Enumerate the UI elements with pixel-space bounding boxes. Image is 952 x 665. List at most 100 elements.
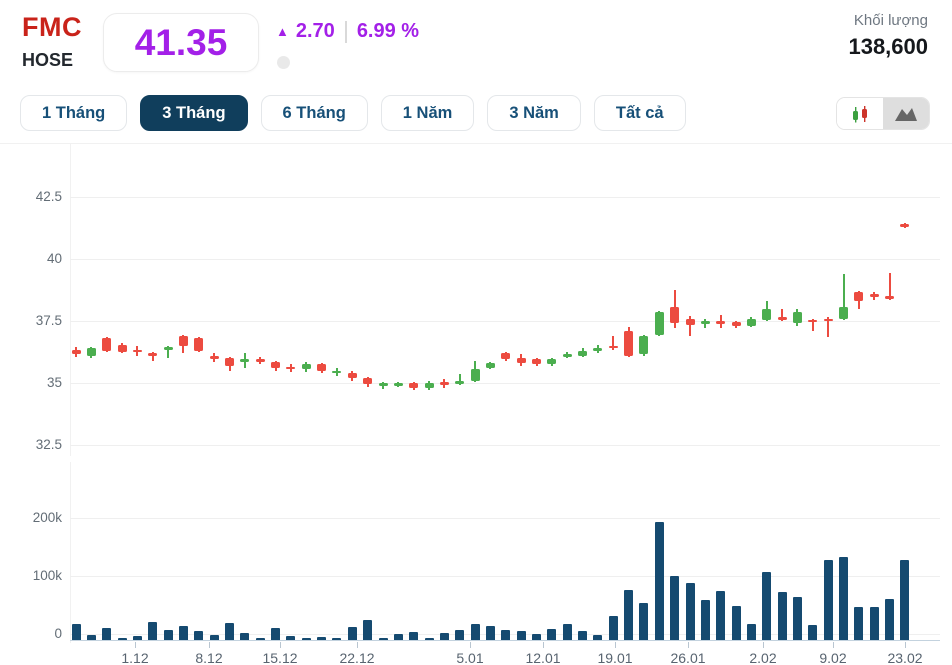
- volume-bar[interactable]: [470, 623, 480, 640]
- volume-bar[interactable]: [639, 602, 649, 640]
- volume-bar[interactable]: [378, 637, 388, 640]
- candle[interactable]: [670, 307, 680, 324]
- volume-bar[interactable]: [808, 625, 818, 640]
- volume-bar[interactable]: [409, 631, 419, 640]
- candle[interactable]: [808, 319, 818, 323]
- volume-bar[interactable]: [670, 575, 680, 640]
- volume-bar[interactable]: [102, 627, 112, 640]
- candle[interactable]: [178, 335, 188, 346]
- candle[interactable]: [286, 366, 296, 370]
- candle[interactable]: [578, 350, 588, 356]
- volume-bar[interactable]: [163, 630, 173, 640]
- volume-bar[interactable]: [317, 636, 327, 640]
- volume-bar[interactable]: [86, 635, 96, 640]
- candle[interactable]: [777, 317, 787, 320]
- candle[interactable]: [516, 358, 526, 364]
- volume-bar[interactable]: [547, 628, 557, 640]
- tab-period-1[interactable]: 3 Tháng: [140, 95, 248, 131]
- volume-bar[interactable]: [716, 590, 726, 640]
- candle[interactable]: [271, 361, 281, 369]
- candle[interactable]: [654, 312, 664, 335]
- candle[interactable]: [885, 296, 895, 299]
- volume-bar[interactable]: [132, 635, 142, 640]
- candle[interactable]: [624, 330, 634, 356]
- volume-bar[interactable]: [301, 637, 311, 640]
- candle[interactable]: [746, 318, 756, 326]
- volume-bar[interactable]: [654, 522, 664, 640]
- volume-bar[interactable]: [347, 627, 357, 640]
- candle[interactable]: [762, 308, 772, 320]
- candle[interactable]: [86, 348, 96, 356]
- tab-period-3[interactable]: 1 Năm: [380, 95, 475, 131]
- candle[interactable]: [900, 224, 910, 227]
- volume-bar[interactable]: [823, 559, 833, 640]
- candle[interactable]: [501, 353, 511, 360]
- candle[interactable]: [869, 293, 879, 298]
- tab-period-4[interactable]: 3 Năm: [487, 95, 581, 131]
- candle[interactable]: [194, 338, 204, 351]
- candle[interactable]: [639, 335, 649, 355]
- volume-bar[interactable]: [869, 607, 879, 640]
- volume-bar[interactable]: [501, 630, 511, 640]
- candle[interactable]: [225, 358, 234, 366]
- volume-bar[interactable]: [624, 589, 634, 640]
- volume-bar[interactable]: [532, 634, 541, 640]
- candle[interactable]: [700, 321, 710, 324]
- volume-bar[interactable]: [593, 634, 603, 640]
- candle[interactable]: [117, 344, 127, 352]
- volume-bar[interactable]: [516, 630, 526, 640]
- volume-bar[interactable]: [731, 605, 741, 640]
- volume-bar[interactable]: [485, 625, 495, 640]
- candle[interactable]: [255, 359, 265, 362]
- candle[interactable]: [317, 364, 327, 371]
- volume-bar[interactable]: [332, 637, 342, 640]
- candle[interactable]: [71, 349, 81, 355]
- candle[interactable]: [547, 359, 557, 365]
- area-chart-icon[interactable]: [883, 98, 929, 129]
- candle[interactable]: [132, 349, 142, 353]
- candle[interactable]: [332, 370, 342, 374]
- candle[interactable]: [485, 363, 495, 369]
- candle[interactable]: [240, 359, 250, 362]
- volume-bar[interactable]: [885, 599, 895, 640]
- candle[interactable]: [363, 378, 373, 385]
- volume-bar[interactable]: [424, 637, 434, 640]
- candle[interactable]: [593, 348, 603, 351]
- candle[interactable]: [608, 345, 618, 349]
- candle[interactable]: [532, 359, 541, 365]
- volume-bar[interactable]: [854, 607, 864, 640]
- volume-bar[interactable]: [900, 560, 910, 640]
- volume-bar[interactable]: [240, 633, 250, 640]
- volume-bar[interactable]: [271, 627, 281, 640]
- tab-period-0[interactable]: 1 Tháng: [20, 95, 128, 131]
- candle[interactable]: [102, 338, 112, 351]
- volume-bar[interactable]: [209, 634, 219, 640]
- tab-period-5[interactable]: Tất cả: [593, 95, 686, 131]
- volume-bar[interactable]: [178, 625, 188, 640]
- volume-bar[interactable]: [578, 631, 588, 640]
- candle[interactable]: [562, 354, 572, 357]
- volume-bar[interactable]: [762, 571, 772, 640]
- candle[interactable]: [424, 383, 434, 388]
- candle[interactable]: [378, 383, 388, 386]
- volume-bar[interactable]: [393, 634, 403, 640]
- volume-bar[interactable]: [685, 582, 695, 640]
- volume-bar[interactable]: [562, 623, 572, 640]
- volume-bar[interactable]: [746, 623, 756, 640]
- candle[interactable]: [792, 312, 802, 324]
- volume-bar[interactable]: [148, 621, 158, 640]
- candle[interactable]: [163, 347, 173, 350]
- candlestick-chart-icon[interactable]: [837, 98, 883, 129]
- volume-bar[interactable]: [700, 600, 710, 640]
- volume-bar[interactable]: [286, 635, 296, 640]
- candle[interactable]: [393, 383, 403, 386]
- volume-bar[interactable]: [455, 629, 465, 640]
- volume-bar[interactable]: [839, 556, 848, 640]
- candle[interactable]: [439, 381, 449, 386]
- volume-bar[interactable]: [117, 637, 127, 640]
- volume-bar[interactable]: [363, 619, 373, 640]
- volume-bar[interactable]: [71, 624, 81, 640]
- candle[interactable]: [823, 318, 833, 322]
- volume-bar[interactable]: [194, 630, 204, 640]
- candle[interactable]: [731, 322, 741, 326]
